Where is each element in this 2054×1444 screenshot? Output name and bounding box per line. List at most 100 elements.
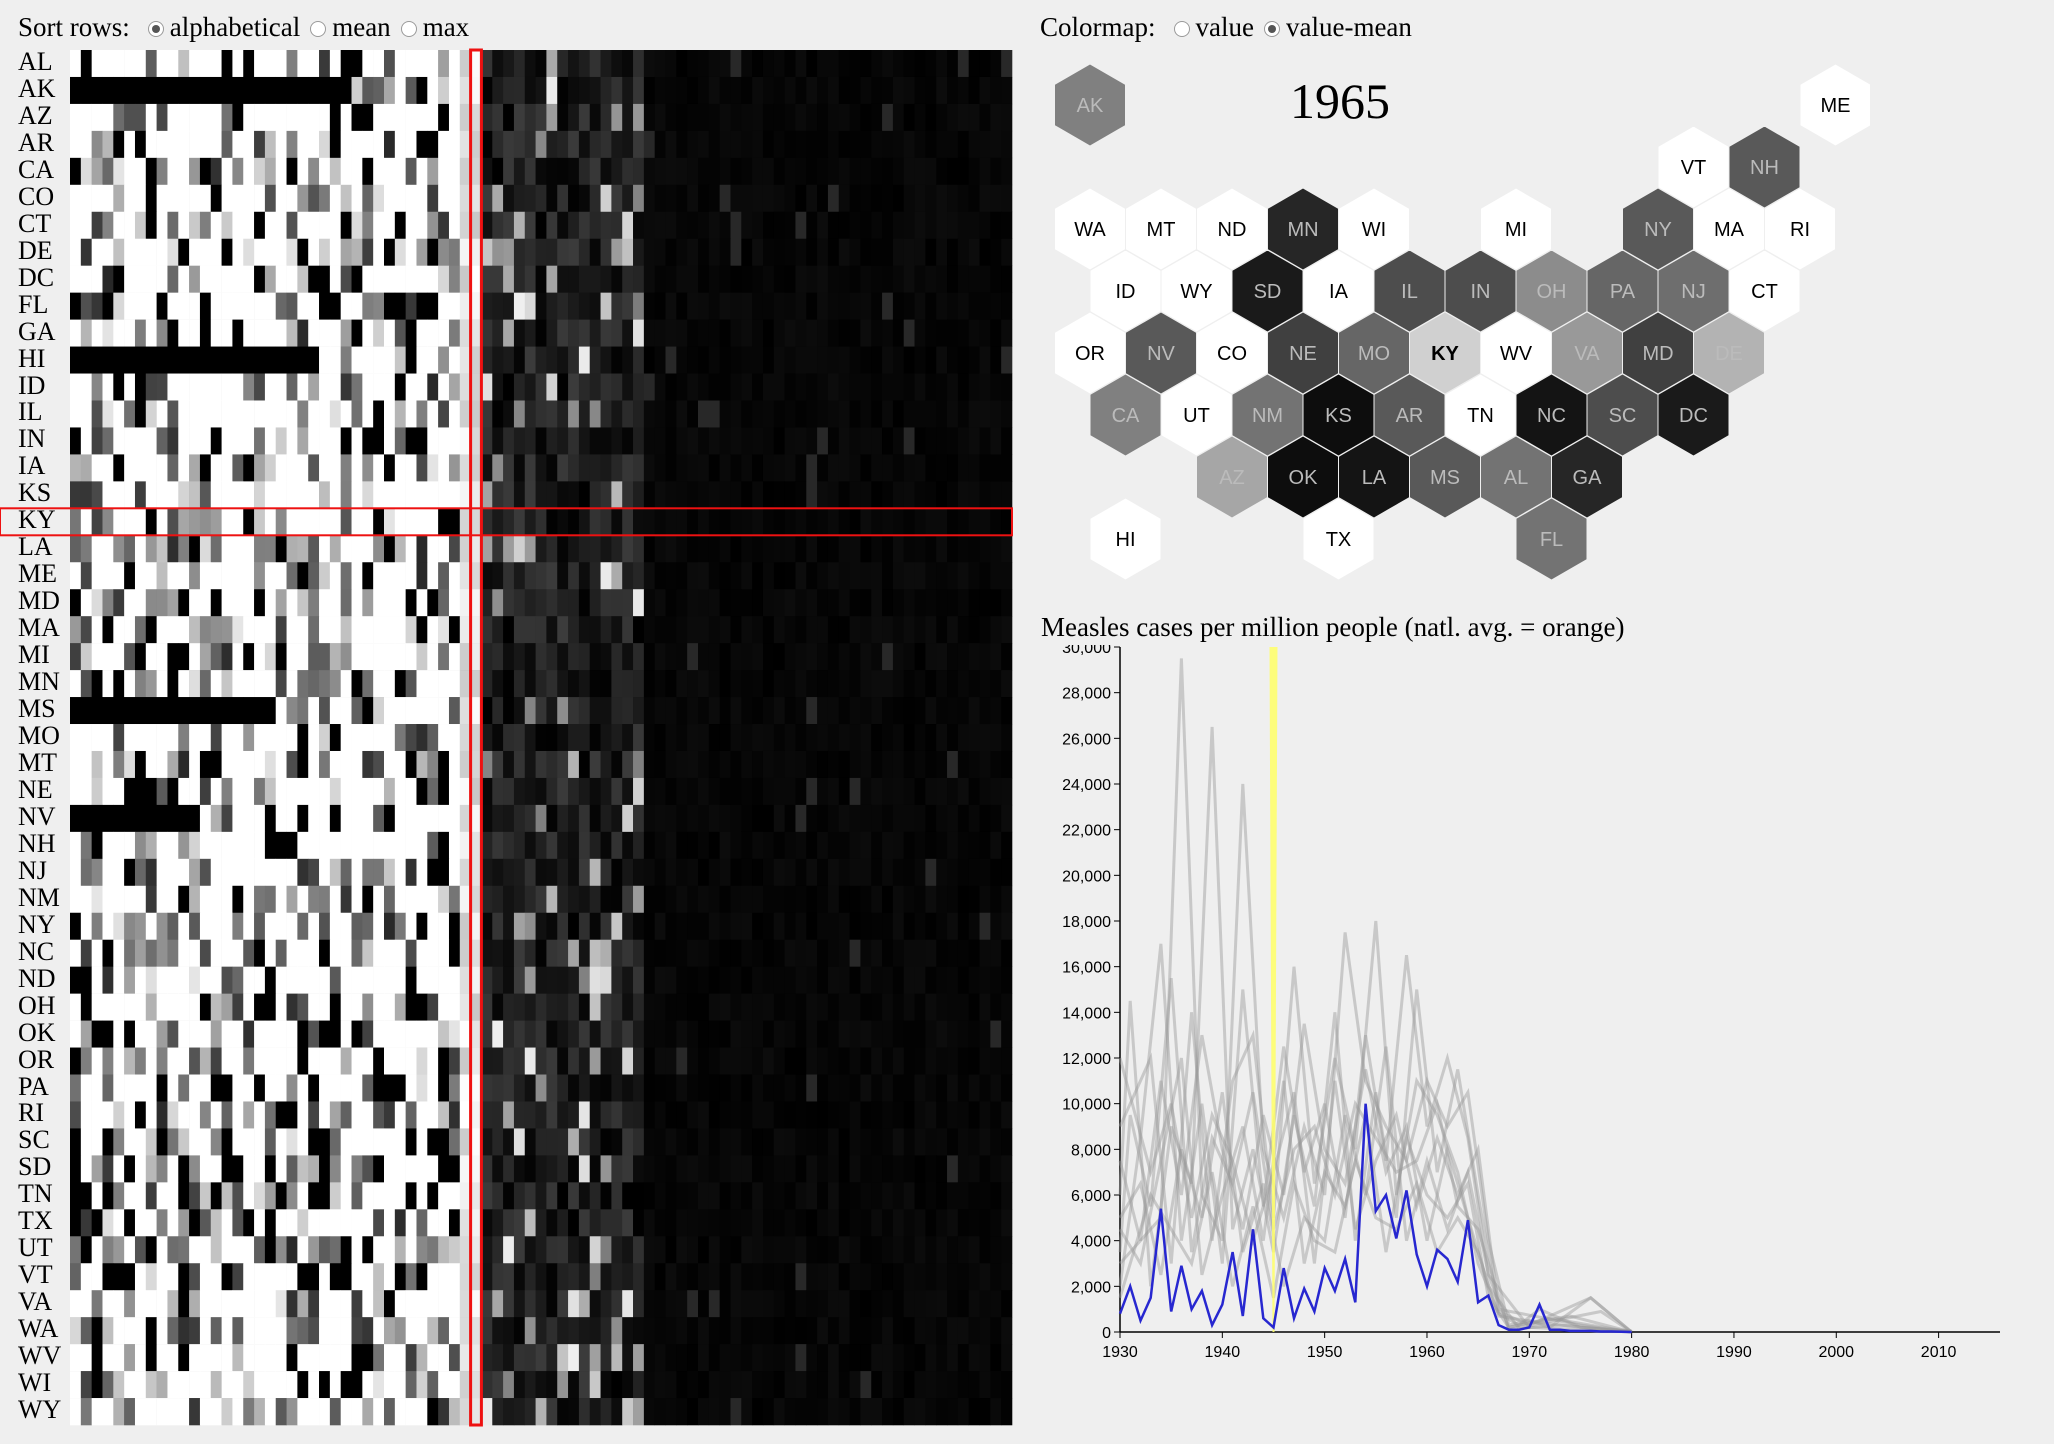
row-label-ok[interactable]: OK	[18, 1017, 56, 1047]
hex-nd[interactable]: ND	[1196, 187, 1268, 271]
heatmap-row-id[interactable]	[70, 373, 1013, 401]
hex-ar[interactable]: AR	[1373, 373, 1446, 457]
heatmap-row-ms[interactable]	[70, 697, 1013, 725]
hex-dc[interactable]: DC	[1657, 373, 1730, 457]
heatmap-row-il[interactable]	[70, 400, 1013, 428]
heatmap-row-sd[interactable]	[70, 1155, 1013, 1183]
row-label-dc[interactable]: DC	[18, 262, 55, 292]
row-label-ga[interactable]: GA	[18, 316, 56, 346]
heatmap-row-ma[interactable]	[70, 616, 1013, 644]
heatmap-row-nh[interactable]	[70, 831, 1013, 860]
heatmap-row-me[interactable]	[70, 562, 1013, 590]
row-label-nv[interactable]: NV	[18, 801, 56, 831]
heatmap-row-ks[interactable]	[70, 481, 1013, 509]
heatmap-row-ca[interactable]	[70, 157, 1013, 186]
heatmap-row-nv[interactable]	[70, 804, 1013, 833]
heatmap-row-ri[interactable]	[70, 1101, 1013, 1129]
row-label-sc[interactable]: SC	[18, 1125, 50, 1155]
heatmap-row-md[interactable]	[70, 589, 1013, 617]
heatmap-row-ky[interactable]	[70, 508, 1013, 536]
heatmap-row-dc[interactable]	[70, 265, 1013, 293]
row-label-il[interactable]: IL	[18, 397, 43, 427]
heatmap-row-nc[interactable]	[70, 939, 1013, 967]
row-label-fl[interactable]: FL	[18, 289, 49, 319]
hex-al[interactable]: AL	[1480, 435, 1552, 519]
heatmap[interactable]	[0, 48, 1013, 1427]
row-label-sd[interactable]: SD	[18, 1152, 52, 1182]
row-label-nm[interactable]: NM	[18, 882, 60, 912]
row-label-in[interactable]: IN	[18, 424, 46, 454]
heatmap-row-mi[interactable]	[70, 643, 1013, 671]
row-label-ct[interactable]: CT	[18, 208, 52, 238]
heatmap-row-nd[interactable]	[70, 966, 1013, 994]
hex-nh[interactable]: NH	[1728, 125, 1801, 209]
row-label-ky[interactable]: KY	[18, 505, 56, 535]
hex-ne[interactable]: NE	[1267, 311, 1339, 395]
hex-ok[interactable]: OK	[1267, 435, 1339, 519]
heatmap-row-in[interactable]	[70, 427, 1013, 455]
heatmap-row-ut[interactable]	[70, 1236, 1013, 1264]
heatmap-row-az[interactable]	[70, 103, 1013, 132]
row-label-mo[interactable]: MO	[18, 721, 60, 751]
row-label-ca[interactable]: CA	[18, 154, 55, 184]
row-label-va[interactable]: VA	[18, 1287, 53, 1317]
heatmap-row-ok[interactable]	[70, 1020, 1013, 1048]
hex-ky[interactable]: KY	[1409, 311, 1481, 395]
hex-ut[interactable]: UT	[1160, 373, 1233, 457]
sort-mean-label[interactable]: mean	[332, 12, 391, 42]
row-label-nh[interactable]: NH	[18, 828, 56, 858]
row-label-wa[interactable]: WA	[18, 1314, 59, 1344]
colormap-value-radio[interactable]	[1173, 20, 1190, 37]
heatmap-row-pa[interactable]	[70, 1074, 1013, 1102]
row-label-ny[interactable]: NY	[18, 909, 56, 939]
heatmap-row-mn[interactable]	[70, 670, 1013, 698]
row-label-al[interactable]: AL	[18, 47, 53, 76]
hex-az[interactable]: AZ	[1196, 435, 1268, 519]
heatmap-row-ct[interactable]	[70, 211, 1013, 240]
colormap-value-mean-radio[interactable]	[1263, 20, 1280, 37]
row-label-mt[interactable]: MT	[18, 747, 57, 777]
hex-il[interactable]: IL	[1373, 249, 1446, 333]
heatmap-row-va[interactable]	[70, 1290, 1013, 1318]
row-label-ma[interactable]: MA	[18, 613, 60, 643]
heatmap-row-wv[interactable]	[70, 1344, 1013, 1372]
row-label-az[interactable]: AZ	[18, 100, 53, 130]
heatmap-row-ia[interactable]	[70, 454, 1013, 482]
heatmap-row-de[interactable]	[70, 238, 1013, 266]
hex-nc[interactable]: NC	[1515, 373, 1588, 457]
row-label-vt[interactable]: VT	[18, 1260, 53, 1290]
row-label-ia[interactable]: IA	[18, 451, 46, 481]
row-label-nd[interactable]: ND	[18, 963, 56, 993]
hex-sc[interactable]: SC	[1586, 373, 1659, 457]
sort-mean-radio[interactable]	[310, 20, 327, 37]
row-label-ak[interactable]: AK	[18, 73, 56, 103]
hex-me[interactable]: ME	[1799, 63, 1870, 147]
heatmap-row-mt[interactable]	[70, 750, 1013, 779]
hex-or[interactable]: OR	[1054, 311, 1126, 395]
row-label-nj[interactable]: NJ	[18, 855, 47, 885]
heatmap-row-sc[interactable]	[70, 1128, 1013, 1156]
heatmap-row-ak[interactable]	[70, 76, 1013, 105]
hex-ca[interactable]: CA	[1089, 373, 1162, 457]
row-label-de[interactable]: DE	[18, 235, 53, 265]
heatmap-row-al[interactable]	[70, 50, 1013, 78]
row-label-hi[interactable]: HI	[18, 343, 46, 373]
heatmap-row-or[interactable]	[70, 1047, 1013, 1075]
row-label-tn[interactable]: TN	[18, 1179, 53, 1209]
heatmap-row-vt[interactable]	[70, 1263, 1013, 1291]
heatmap-row-tn[interactable]	[70, 1182, 1013, 1210]
heatmap-row-ny[interactable]	[70, 912, 1013, 941]
row-label-pa[interactable]: PA	[18, 1071, 49, 1101]
row-label-ut[interactable]: UT	[18, 1233, 53, 1263]
line-chart[interactable]: 0 2,000 4,000 6,000 8,000 10,000 12,000 14,000 1…	[1030, 645, 2030, 1375]
colormap-value-mean-label[interactable]: value-mean	[1285, 12, 1412, 42]
heatmap-row-hi[interactable]	[70, 346, 1013, 374]
sort-alphabetical-label[interactable]: alphabetical	[169, 12, 301, 42]
hex-ak[interactable]: AK	[1054, 63, 1126, 147]
row-label-mi[interactable]: MI	[18, 640, 50, 670]
row-label-ri[interactable]: RI	[18, 1098, 44, 1128]
hex-fl[interactable]: FL	[1515, 497, 1588, 581]
colormap-value-label[interactable]: value	[1195, 12, 1254, 42]
row-label-or[interactable]: OR	[18, 1044, 55, 1074]
row-label-wv[interactable]: WV	[18, 1341, 62, 1371]
